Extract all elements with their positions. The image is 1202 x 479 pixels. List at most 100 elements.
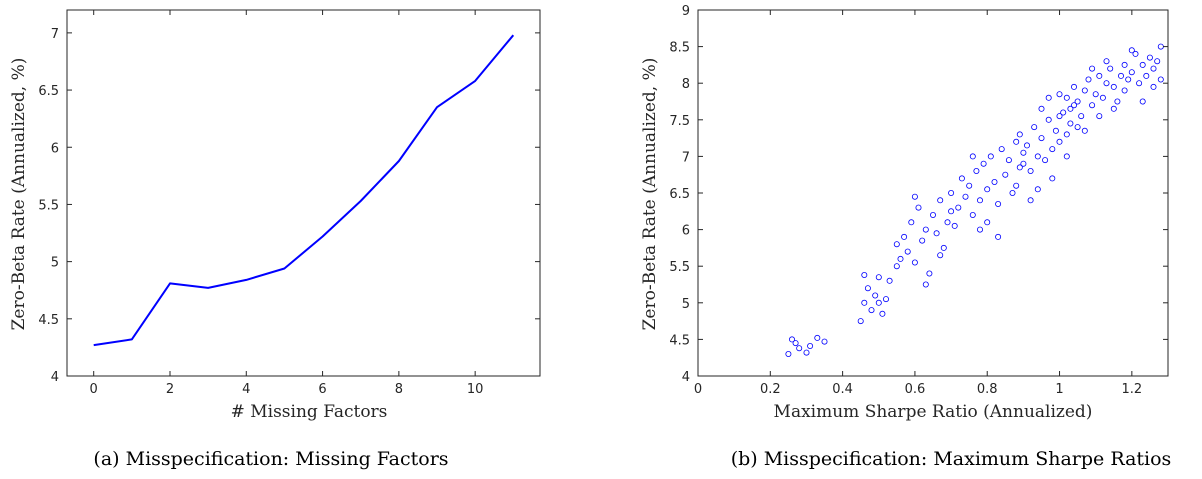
scatter-point bbox=[872, 292, 879, 299]
scatter-point bbox=[1089, 102, 1096, 109]
scatter-point bbox=[1157, 76, 1164, 83]
scatter-point bbox=[966, 182, 973, 189]
x-tick-label: 0.2 bbox=[760, 382, 781, 397]
chart-max-sharpe: 0 0.2 0.4 0.6 0.8 1 1.2 44.555.566.577.588.59 … bbox=[640, 4, 1171, 470]
scatter-point bbox=[1042, 157, 1049, 164]
scatter-point bbox=[1016, 164, 1023, 171]
scatter-point bbox=[1049, 146, 1056, 153]
scatter-point bbox=[955, 204, 962, 211]
scatter-point bbox=[922, 281, 929, 288]
chart-missing-factors: 0 2 4 6 8 10 44.555.566.57 # Missing Factors … bbox=[9, 9, 541, 470]
y-tick-label: 8.5 bbox=[669, 41, 690, 56]
scatter-point bbox=[1056, 113, 1063, 120]
y-tick-label: 4 bbox=[682, 370, 690, 385]
scatter-point bbox=[1031, 124, 1038, 131]
scatter-point bbox=[1009, 189, 1016, 196]
scatter-point bbox=[1110, 83, 1117, 90]
scatter-point bbox=[948, 208, 955, 215]
scatter-point bbox=[1146, 54, 1153, 61]
y-tick-label: 7.5 bbox=[669, 114, 690, 129]
scatter-point bbox=[1085, 76, 1092, 83]
scatter-point bbox=[1027, 167, 1034, 174]
scatter-point bbox=[1121, 87, 1128, 94]
scatter-point bbox=[908, 219, 915, 226]
scatter-point bbox=[796, 345, 803, 352]
scatter-point bbox=[807, 342, 814, 349]
scatter-point bbox=[969, 211, 976, 218]
scatter-point bbox=[1049, 175, 1056, 182]
plot-box bbox=[697, 9, 1169, 377]
scatter-point bbox=[1136, 80, 1143, 87]
scatter-point bbox=[940, 244, 947, 251]
x-tick-labels: 0 0.2 0.4 0.6 0.8 1 1.2 bbox=[694, 382, 1142, 397]
scatter-point bbox=[1114, 98, 1121, 105]
scatter-point bbox=[1081, 87, 1088, 94]
scatter-point bbox=[1103, 80, 1110, 87]
x-axis-label: Maximum Sharpe Ratio (Annualized) bbox=[774, 402, 1093, 422]
scatter-point bbox=[991, 178, 998, 185]
plot-box bbox=[66, 9, 541, 377]
scatter-point bbox=[987, 153, 994, 160]
scatter-point bbox=[1078, 113, 1085, 120]
x-tick-label: 1.2 bbox=[1122, 382, 1143, 397]
scatter-point bbox=[1150, 65, 1157, 72]
scatter-point bbox=[1096, 72, 1103, 79]
scatter-point bbox=[883, 296, 890, 303]
y-tick-label: 5 bbox=[682, 297, 690, 312]
scatter-point bbox=[1045, 116, 1052, 123]
y-tick-label: 6 bbox=[682, 224, 690, 239]
scatter-point bbox=[1157, 43, 1164, 50]
scatter-point bbox=[861, 299, 868, 306]
scatter-point bbox=[1110, 105, 1117, 112]
scatter-point bbox=[1121, 61, 1128, 68]
scatter-point bbox=[1074, 98, 1081, 105]
scatter-point bbox=[911, 259, 918, 266]
caption-a: (a) Misspecification: Missing Factors bbox=[93, 448, 448, 470]
axes-frame bbox=[66, 9, 541, 377]
scatter-point bbox=[937, 197, 944, 204]
x-tick-label: 8 bbox=[395, 382, 403, 397]
scatter-point bbox=[1038, 105, 1045, 112]
scatter-point bbox=[857, 318, 864, 325]
scatter-point bbox=[1143, 72, 1150, 79]
scatter-point bbox=[1024, 142, 1031, 149]
y-tick-label: 9 bbox=[682, 4, 690, 19]
scatter-point bbox=[995, 233, 1002, 240]
scatter-point bbox=[1034, 186, 1041, 193]
scatter-point bbox=[897, 255, 904, 262]
scatter-point bbox=[980, 160, 987, 167]
scatter-point bbox=[1020, 149, 1027, 156]
x-tick-label: 0.4 bbox=[832, 382, 853, 397]
y-tick-label: 5.5 bbox=[669, 260, 690, 275]
y-tick-label: 8 bbox=[682, 77, 690, 92]
scatter-point bbox=[864, 285, 871, 292]
scatter-point bbox=[1092, 91, 1099, 98]
scatter-point bbox=[789, 336, 796, 343]
x-tick-label: 10 bbox=[467, 382, 484, 397]
scatter-point bbox=[879, 310, 886, 317]
scatter-point bbox=[1118, 72, 1125, 79]
series-line bbox=[93, 34, 515, 347]
x-tick-label: 1 bbox=[1055, 382, 1063, 397]
scatter-point bbox=[1002, 171, 1009, 178]
y-tick-label: 5 bbox=[51, 256, 59, 271]
x-tick-label: 2 bbox=[166, 382, 174, 397]
y-tick-label: 6 bbox=[51, 141, 59, 156]
scatter-point bbox=[1060, 109, 1067, 116]
scatter-point bbox=[937, 252, 944, 259]
scatter-point bbox=[977, 226, 984, 233]
x-tick-label: 4 bbox=[242, 382, 250, 397]
scatter-point bbox=[1150, 83, 1157, 90]
y-tick-label: 4 bbox=[51, 370, 59, 385]
scatter-point bbox=[984, 219, 991, 226]
scatter-point bbox=[893, 263, 900, 270]
scatter-point bbox=[1139, 98, 1146, 105]
y-tick-labels: 4 4.5 5 5.5 6 6.5 7 7.5 8 8.5 9 bbox=[669, 4, 690, 385]
y-tick-label: 6.5 bbox=[38, 84, 59, 99]
scatter-point bbox=[1081, 127, 1088, 134]
scatter-point bbox=[1016, 131, 1023, 138]
scatter-plot-area bbox=[785, 43, 1164, 357]
scatter-point bbox=[930, 211, 937, 218]
y-tick-label: 7 bbox=[682, 150, 690, 165]
scatter-point bbox=[1096, 113, 1103, 120]
